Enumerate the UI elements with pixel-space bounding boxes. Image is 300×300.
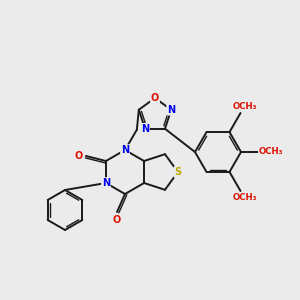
Text: N: N: [121, 145, 129, 155]
Text: S: S: [174, 167, 182, 177]
Text: OCH₃: OCH₃: [232, 102, 257, 111]
Text: N: N: [102, 178, 110, 188]
Text: O: O: [113, 215, 121, 225]
Text: N: N: [141, 124, 149, 134]
Text: OCH₃: OCH₃: [232, 194, 257, 202]
Text: OCH₃: OCH₃: [259, 148, 283, 157]
Text: O: O: [75, 151, 83, 161]
Text: O: O: [151, 93, 159, 103]
Text: N: N: [167, 105, 175, 115]
